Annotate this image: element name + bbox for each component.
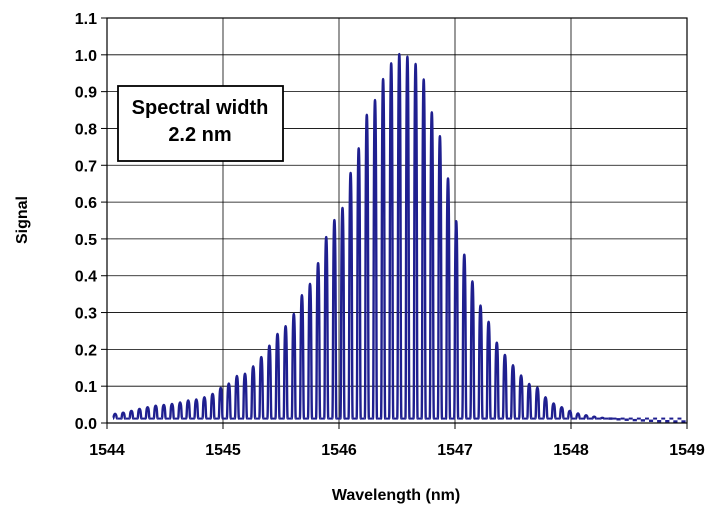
spectrum-peak (501, 353, 509, 420)
x-axis-ticks: 1544 1545 1546 1547 1548 1549 (89, 423, 705, 459)
y-tick-label: 0.7 (75, 158, 97, 175)
y-axis-title: Signal (14, 196, 31, 244)
spectrum-peak (323, 235, 330, 420)
spectrum-peak (363, 113, 371, 420)
y-axis-ticks: 0.0 0.1 0.2 0.3 0.4 0.5 0.6 0.7 0.8 0.9 1.0 1.1 (75, 11, 107, 433)
spectrum-peak (201, 396, 208, 420)
annotation-line-2: 2.2 nm (168, 124, 231, 146)
spectrum-peak (371, 98, 379, 420)
spectrum-peak (241, 372, 249, 420)
spectrum-peak (266, 344, 273, 420)
spectrum-peak (144, 406, 151, 420)
spectrum-peak (566, 409, 574, 420)
y-tick-label: 0.5 (75, 232, 97, 249)
spectrum-peak (176, 401, 184, 420)
spectrum-peak (355, 147, 362, 420)
spectrum-peak (574, 412, 582, 420)
spectrum-peak (168, 402, 176, 420)
spectrum-peak (128, 409, 135, 420)
x-tick-label: 1549 (669, 442, 705, 459)
spectrum-peak (436, 135, 444, 420)
x-tick-label: 1544 (89, 442, 125, 459)
spectrum-peak (461, 253, 468, 420)
spectrum-peak (298, 294, 306, 420)
spectrum-peak (558, 406, 565, 420)
spectrum-peak (412, 62, 419, 420)
spectrum-peak (225, 382, 233, 420)
plot-frame (106, 17, 688, 424)
spectrum-peak (306, 282, 314, 420)
x-tick-label: 1545 (205, 442, 241, 459)
spectrum-peak (120, 411, 127, 420)
spectrum-peak (209, 392, 216, 420)
spectrum-peak (339, 206, 346, 420)
y-tick-label: 0.3 (75, 306, 97, 323)
spectrum-series (112, 52, 686, 423)
x-axis-title: Wavelength (nm) (332, 487, 460, 504)
spectrum-peak (452, 220, 460, 420)
spectrum-peak (420, 78, 427, 420)
spectrum-peak (290, 312, 297, 420)
y-tick-label: 0.4 (75, 269, 97, 286)
spectrum-peak (282, 325, 289, 420)
spectrum-peak (387, 62, 395, 420)
spectrum-peak (477, 304, 484, 420)
spectrum-peak (542, 396, 549, 420)
spectrum-peak (347, 171, 354, 420)
spectrum-peak (526, 382, 533, 420)
spectrum-peak (428, 111, 436, 420)
spectrum-peak (517, 374, 525, 420)
x-tick-label: 1546 (321, 442, 357, 459)
spectrum-peak (485, 320, 492, 420)
spectrum-peak (217, 386, 224, 420)
spectrum-peak (184, 399, 192, 420)
spectrum-peak (193, 398, 200, 420)
spectrum-peak (444, 177, 452, 420)
spectrum-peak (249, 365, 257, 420)
spectrum-peak (136, 407, 143, 420)
spectrum-peak (404, 55, 411, 420)
spectrum-peak (274, 332, 281, 420)
y-tick-label: 0.2 (75, 342, 97, 359)
spectrum-peak (469, 280, 476, 420)
spectrum-peak (599, 416, 605, 420)
x-tick-label: 1548 (553, 442, 589, 459)
y-tick-label: 0.9 (75, 85, 97, 102)
y-tick-label: 1.0 (75, 48, 97, 65)
spectrum-peak (509, 364, 517, 420)
spectrum-peak (112, 412, 119, 420)
annotation-line-1: Spectral width (132, 97, 269, 119)
spectrum-peak (583, 414, 589, 420)
spectrum-peak (314, 262, 322, 420)
spectrum-peak (493, 341, 500, 420)
spectrum-peak (233, 374, 241, 420)
spectrum-peak (160, 403, 168, 420)
y-tick-label: 0.8 (75, 121, 97, 138)
spectrum-peak (331, 218, 338, 420)
spectrum-peak (550, 402, 557, 420)
spectrum-peak (591, 415, 597, 420)
y-tick-label: 1.1 (75, 11, 97, 28)
y-tick-label: 0.1 (75, 379, 97, 396)
y-tick-label: 0.6 (75, 195, 97, 212)
spectrum-peak (379, 77, 387, 420)
y-tick-label: 0.0 (75, 416, 97, 433)
annotation-box: Spectral width 2.2 nm (117, 85, 284, 162)
spectrum-peak (258, 355, 265, 420)
spectrum-peak (534, 386, 541, 420)
spectrum-peak (152, 404, 159, 420)
x-tick-label: 1547 (437, 442, 473, 459)
spectrum-peak (396, 52, 403, 420)
